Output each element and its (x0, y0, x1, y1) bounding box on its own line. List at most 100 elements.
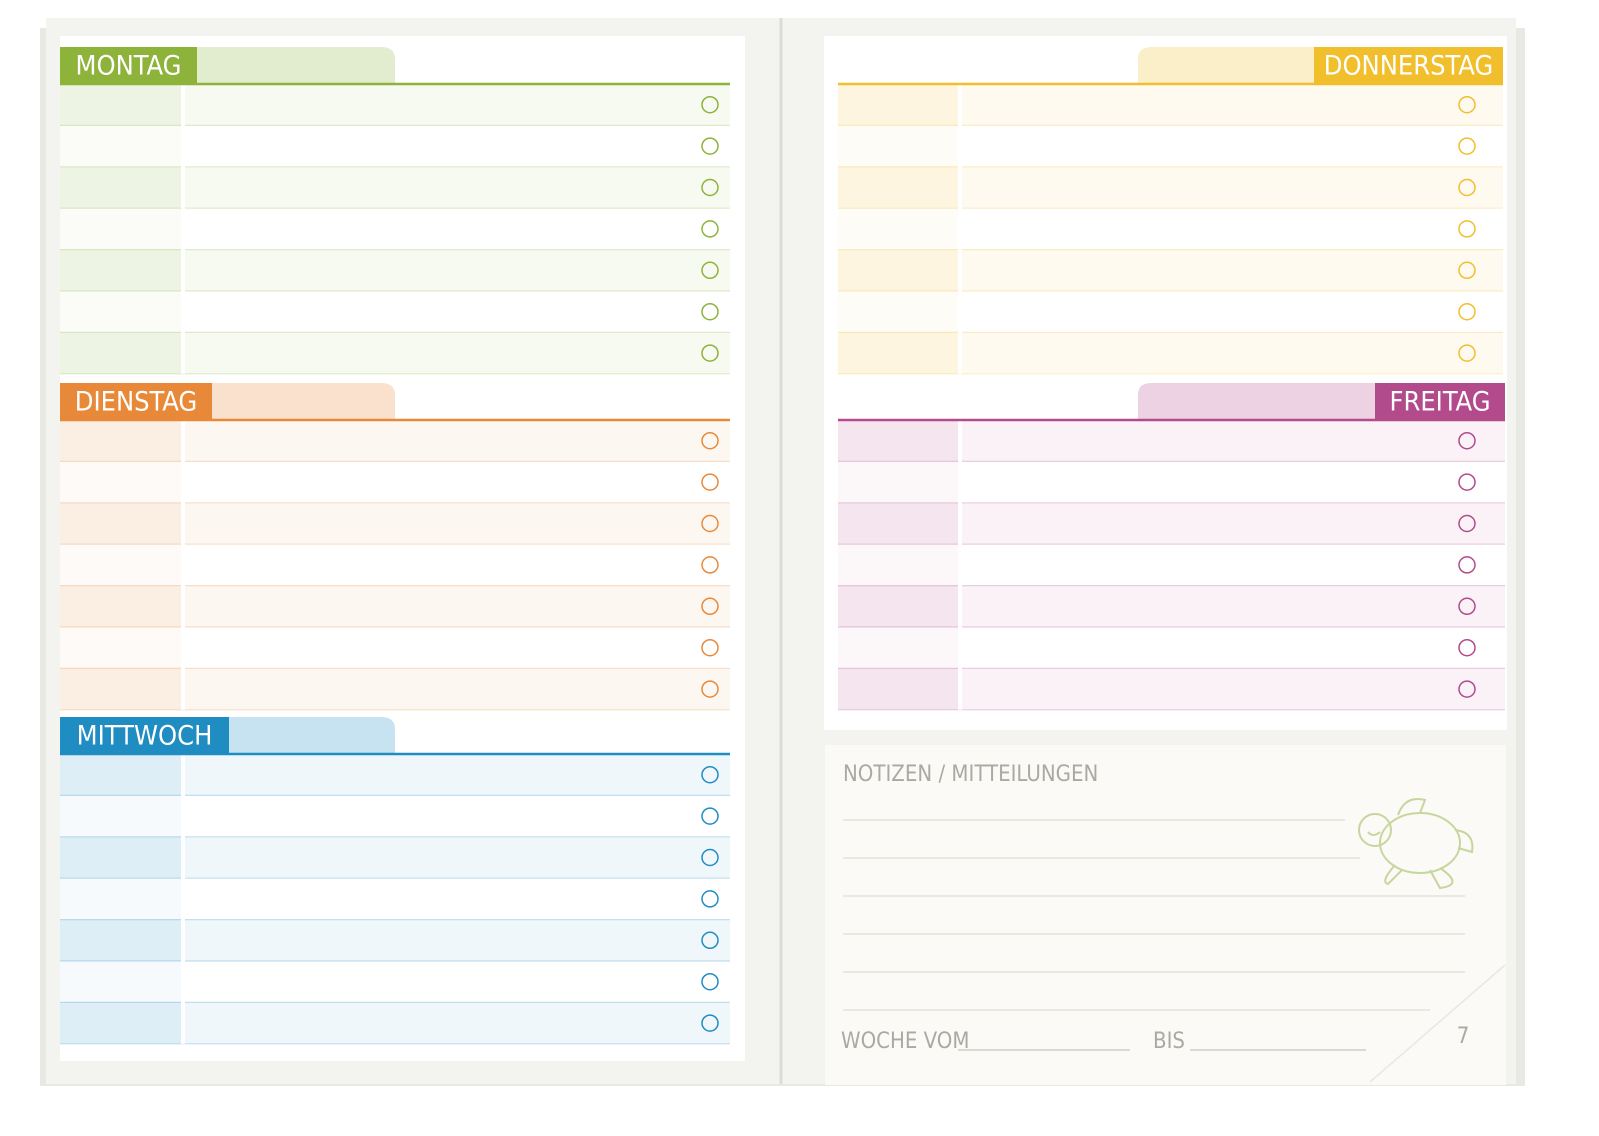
time-cell (60, 754, 181, 796)
corner-fold (1369, 964, 1506, 1083)
check-circle[interactable] (701, 890, 719, 908)
time-cell (60, 166, 181, 209)
day-tab (1138, 47, 1314, 84)
time-cell (60, 461, 181, 503)
time-cell (838, 461, 958, 503)
row-shade (838, 332, 1503, 374)
time-cell (838, 208, 958, 250)
check-circle[interactable] (701, 302, 719, 321)
check-circle[interactable] (701, 220, 719, 238)
day-section: MITTWOCH (60, 717, 730, 1045)
time-cell (60, 420, 181, 462)
time-cell (838, 125, 958, 167)
check-circle[interactable] (1458, 680, 1476, 698)
time-cell (60, 961, 181, 1003)
check-circle[interactable] (701, 848, 719, 867)
check-circle[interactable] (1458, 514, 1476, 533)
day-label-box (60, 47, 197, 84)
day-section: DONNERSTAG (838, 47, 1503, 375)
day-tab (1138, 383, 1375, 420)
time-cell (838, 420, 958, 462)
notes-title: NOTIZEN / MITTEILUNGEN (843, 762, 1098, 787)
time-cell (838, 166, 958, 209)
row-shade (60, 420, 730, 462)
time-cell (60, 878, 181, 920)
time-cell (838, 627, 958, 669)
check-circle[interactable] (701, 765, 719, 784)
check-circle[interactable] (1458, 178, 1476, 197)
check-circle[interactable] (701, 972, 719, 991)
check-circle[interactable] (1458, 638, 1476, 657)
check-circle[interactable] (1458, 344, 1476, 362)
check-circle[interactable] (701, 556, 719, 574)
check-circle[interactable] (1458, 137, 1476, 155)
row-shade (838, 502, 1505, 545)
day-tab (212, 383, 395, 420)
row-shade (60, 585, 730, 627)
check-circle[interactable] (701, 473, 719, 491)
check-circle[interactable] (701, 261, 719, 280)
check-circle[interactable] (701, 344, 719, 362)
turtle-icon (1358, 798, 1474, 890)
column-gap (958, 420, 962, 710)
time-cell (60, 919, 181, 961)
time-cell (838, 502, 958, 545)
check-circle[interactable] (701, 178, 719, 197)
time-cell (60, 332, 181, 374)
check-circle[interactable] (701, 680, 719, 698)
check-circle[interactable] (1458, 473, 1476, 491)
notes-lines (843, 819, 1465, 1011)
time-cell (60, 795, 181, 837)
time-cell (60, 249, 181, 291)
row-shade (60, 84, 730, 126)
check-circle[interactable] (701, 1014, 719, 1032)
time-cell (838, 84, 958, 126)
check-circle[interactable] (1458, 261, 1476, 280)
check-circle[interactable] (701, 95, 719, 114)
day-label: MITTWOCH (77, 721, 213, 752)
row-shade (60, 1002, 730, 1044)
check-circle[interactable] (1458, 556, 1476, 574)
time-cell (60, 668, 181, 710)
row-shade (60, 668, 730, 710)
check-circle[interactable] (1458, 302, 1476, 321)
time-cell (838, 291, 958, 333)
time-cell (60, 502, 181, 545)
day-label-box (1375, 383, 1505, 420)
time-cell (60, 291, 181, 333)
time-cell (60, 208, 181, 250)
day-tab (197, 47, 395, 84)
check-circle[interactable] (1458, 597, 1476, 616)
row-shade (60, 919, 730, 961)
check-circle[interactable] (1458, 95, 1476, 114)
notes-box (825, 745, 1506, 1085)
row-shade (838, 420, 1505, 462)
time-cell (838, 249, 958, 291)
day-label-box (60, 383, 212, 420)
check-circle[interactable] (701, 597, 719, 616)
until-label: BIS (1153, 1029, 1185, 1054)
row-shade (60, 502, 730, 545)
check-circle[interactable] (701, 431, 719, 450)
check-circle[interactable] (701, 638, 719, 657)
row-shade (60, 166, 730, 209)
time-cell (60, 585, 181, 627)
check-circle[interactable] (701, 137, 719, 155)
time-cell (838, 668, 958, 710)
check-circle[interactable] (701, 931, 719, 950)
time-cell (838, 544, 958, 586)
row-shade (60, 836, 730, 879)
time-cell (60, 125, 181, 167)
check-circle[interactable] (701, 807, 719, 825)
day-label: DONNERSTAG (1324, 51, 1494, 82)
day-section: FREITAG (838, 383, 1505, 711)
row-shade (838, 249, 1503, 291)
check-circle[interactable] (1458, 431, 1476, 450)
day-label-box (60, 717, 229, 754)
row-shade (60, 332, 730, 374)
check-circle[interactable] (1458, 220, 1476, 238)
check-circle[interactable] (701, 514, 719, 533)
column-gap (958, 84, 962, 374)
